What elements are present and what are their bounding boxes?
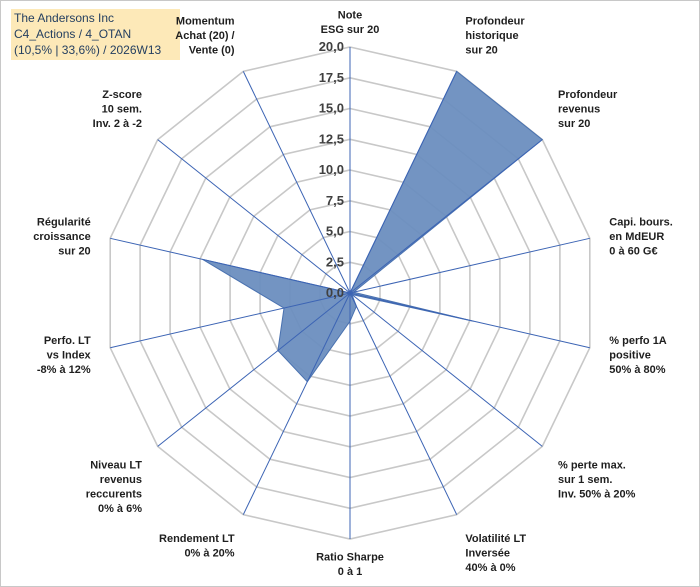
tick-label-0: 0,0: [326, 285, 344, 300]
axis-label-line: Régularité: [37, 217, 91, 229]
axis-label-line: 0% à 6%: [98, 503, 142, 515]
axis-label-line: -8% à 12%: [37, 364, 91, 376]
axis-label-9: Rendement LT 0% à 20%: [159, 533, 235, 560]
tick-label-8: 20,0: [319, 39, 344, 54]
radar-axis-labels: Note ESG sur 20 Profondeur historique sur 20…: [33, 10, 673, 579]
axis-label-12: Régularité croissance sur 20: [33, 217, 90, 258]
spoke-14: [242, 71, 351, 294]
axis-label-line: Perfo. LT: [44, 335, 91, 347]
axis-label-line: 40% à 0%: [465, 562, 515, 574]
axis-label-8: Ratio Sharpe 0 à 1: [316, 552, 384, 579]
axis-label-5: % perfo 1A positive 50% à 80%: [609, 335, 667, 376]
axis-label-line: % perfo 1A: [609, 335, 667, 347]
axis-label-3: Profondeur revenus sur 20: [558, 89, 618, 130]
axis-label-line: Vente (0): [189, 44, 235, 56]
axis-label-line: en MdEUR: [609, 231, 664, 243]
spoke-11: [110, 292, 351, 349]
axis-label-line: historique: [465, 30, 518, 42]
spoke-12: [110, 237, 351, 294]
axis-label-line: Profondeur: [558, 89, 618, 101]
radar-spokes: [110, 47, 590, 539]
tick-label-2: 5,0: [326, 224, 344, 239]
tick-label-4: 10,0: [319, 162, 344, 177]
axis-label-line: Achat (20) /: [175, 30, 234, 42]
axis-label-line: 0 à 1: [338, 566, 362, 578]
axis-label-line: Profondeur: [465, 15, 525, 27]
axis-label-line: Note: [338, 10, 362, 22]
axis-label-line: 50% à 80%: [609, 364, 665, 376]
axis-label-line: revenus: [558, 104, 600, 116]
radar-tick-labels: 0,0 2,5 5,0 7,5 10,0 12,5 15,0 17,5 20,0: [319, 39, 344, 300]
axis-label-line: ESG sur 20: [321, 24, 380, 36]
tick-label-6: 15,0: [319, 101, 344, 116]
series-polygon: [202, 70, 544, 383]
spoke-10: [157, 292, 351, 447]
axis-label-line: 0% à 20%: [184, 548, 234, 560]
axis-label-line: positive: [609, 349, 651, 361]
spoke-4: [349, 237, 590, 294]
axis-label-line: vs Index: [47, 349, 92, 361]
axis-label-line: Volatilité LT: [465, 533, 526, 545]
axis-label-line: revenus: [100, 474, 142, 486]
axis-label-11: Perfo. LT vs Index -8% à 12%: [37, 335, 92, 376]
axis-label-2: Profondeur historique sur 20: [465, 15, 525, 56]
spoke-13: [157, 139, 351, 294]
axis-label-6: % perte max. sur 1 sem. Inv. 50% à 20%: [558, 459, 636, 500]
axis-label-13: Z-score 10 sem. Inv. 2 à -2: [93, 89, 142, 130]
spoke-9: [242, 292, 351, 515]
spoke-6: [349, 292, 543, 447]
axis-label-line: Rendement LT: [159, 533, 235, 545]
tick-label-7: 17,5: [319, 70, 344, 85]
axis-label-line: Inv. 50% à 20%: [558, 488, 636, 500]
spoke-3: [349, 139, 543, 294]
axis-label-line: 0 à 60 G€: [609, 246, 657, 258]
spoke-2: [349, 71, 458, 294]
company-name: The Andersons Inc: [14, 11, 115, 25]
category-path: C4_Actions / 4_OTAN: [14, 27, 132, 41]
spoke-7: [349, 292, 458, 515]
axis-label-line: Ratio Sharpe: [316, 552, 384, 564]
axis-label-1: Note ESG sur 20: [321, 10, 380, 37]
axis-label-line: sur 20: [465, 44, 497, 56]
axis-label-line: croissance: [33, 231, 90, 243]
axis-label-line: reccurents: [86, 488, 142, 500]
axis-label-line: % perte max.: [558, 459, 626, 471]
axis-label-line: Inv. 2 à -2: [93, 118, 142, 130]
axis-label-7: Volatilité LT Inversée 40% à 0%: [465, 533, 526, 574]
axis-label-14: Momentum Achat (20) / Vente (0): [175, 15, 235, 56]
tick-label-5: 12,5: [319, 131, 344, 146]
axis-label-line: Momentum: [176, 15, 235, 27]
axis-label-line: 10 sem.: [102, 104, 142, 116]
axis-label-line: Z-score: [102, 89, 142, 101]
spoke-5: [349, 292, 590, 349]
radar-series: [202, 70, 544, 383]
axis-label-line: sur 20: [558, 118, 590, 130]
axis-label-line: sur 20: [58, 246, 90, 258]
tick-label-1: 2,5: [326, 254, 344, 269]
chart-title-box: The Andersons Inc C4_Actions / 4_OTAN (1…: [11, 9, 180, 60]
axis-label-line: Inversée: [465, 548, 510, 560]
axis-label-line: sur 1 sem.: [558, 474, 612, 486]
tick-label-3: 7,5: [326, 193, 344, 208]
axis-label-line: Niveau LT: [90, 459, 142, 471]
axis-label-line: Capi. bours.: [609, 217, 673, 229]
axis-label-10: Niveau LT revenus reccurents 0% à 6%: [86, 459, 143, 515]
score-summary: (10,5% | 33,6%) / 2026W13: [14, 43, 162, 57]
axis-label-4: Capi. bours. en MdEUR 0 à 60 G€: [609, 217, 673, 258]
